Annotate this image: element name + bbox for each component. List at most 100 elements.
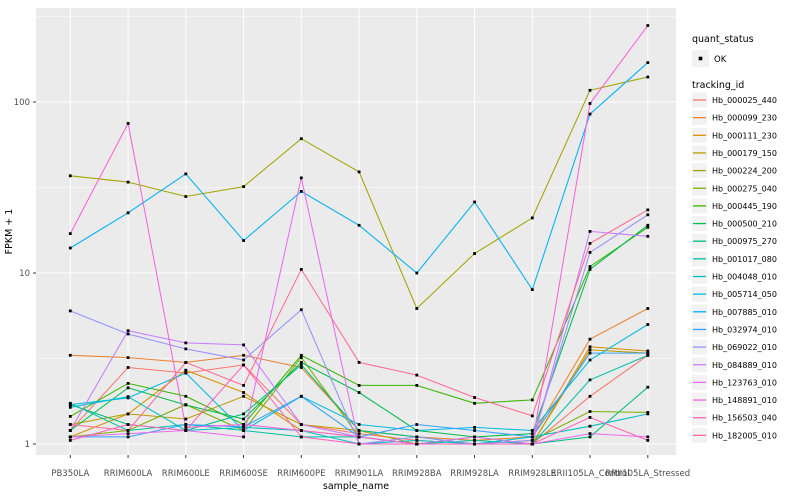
legend-label-Hb_005714_050: Hb_005714_050 (712, 290, 777, 299)
data-point (299, 361, 303, 364)
legend-label-Hb_182005_010: Hb_182005_010 (712, 431, 777, 440)
legend-label-Hb_000099_230: Hb_000099_230 (712, 114, 777, 123)
data-point (588, 345, 592, 349)
data-point (68, 405, 72, 409)
data-point (299, 353, 303, 357)
data-point (242, 423, 245, 426)
data-point (126, 423, 130, 426)
data-point (588, 424, 592, 428)
data-point (357, 361, 361, 364)
data-point (588, 268, 592, 271)
data-point (473, 426, 476, 429)
x-tick-label: PB350LA (51, 469, 89, 479)
legend-label-Hb_069022_010: Hb_069022_010 (712, 343, 777, 352)
data-point (242, 425, 245, 429)
data-point (184, 403, 188, 407)
data-point (415, 435, 419, 439)
data-point (242, 239, 245, 242)
x-tick-label: RRIM600PE (277, 469, 325, 479)
y-tick-label: 100 (14, 98, 30, 108)
data-point (646, 353, 650, 357)
data-point (68, 309, 72, 313)
data-point (126, 429, 130, 432)
data-point (357, 429, 361, 432)
data-point (530, 398, 534, 402)
data-point (126, 366, 130, 369)
data-point (646, 234, 650, 238)
data-point (530, 216, 534, 220)
x-tick-label: RRIM928BA (392, 469, 442, 479)
data-point (68, 423, 72, 426)
data-point (126, 329, 130, 333)
data-point (530, 288, 534, 291)
data-point (588, 230, 592, 233)
data-point (588, 378, 592, 382)
legend-label-Hb_156503_040: Hb_156503_040 (712, 414, 777, 423)
data-point (415, 439, 419, 442)
data-point (242, 353, 245, 357)
data-point (68, 435, 72, 439)
data-point (242, 394, 245, 398)
data-point (588, 416, 592, 419)
data-point (299, 429, 303, 432)
data-point (415, 307, 419, 310)
x-tick-label: RRIM600SE (219, 469, 268, 479)
x-tick-label: RRIM928LA (450, 469, 499, 479)
data-point (588, 435, 592, 439)
data-point (242, 185, 245, 188)
data-point (415, 442, 419, 446)
data-point (646, 208, 650, 212)
x-axis-title: sample_name (323, 481, 389, 492)
data-point (242, 384, 245, 387)
data-point (588, 242, 592, 245)
data-point (242, 412, 245, 416)
data-point (68, 246, 72, 250)
data-point (299, 356, 303, 359)
data-point (299, 190, 303, 193)
plot-panel (36, 8, 676, 455)
legend-label-Hb_000224_200: Hb_000224_200 (712, 167, 777, 176)
data-point (184, 429, 188, 432)
data-point (357, 423, 361, 426)
data-point (588, 410, 592, 413)
data-point (530, 435, 534, 439)
data-point (184, 172, 188, 176)
data-point (646, 435, 650, 439)
data-point (68, 439, 72, 442)
legend-label-Hb_007885_010: Hb_007885_010 (712, 308, 777, 317)
x-tick-label: RRIM600LE (162, 469, 210, 479)
data-point (473, 439, 476, 442)
data-point (299, 308, 303, 312)
data-point (126, 122, 130, 125)
legend-label-Hb_001017_080: Hb_001017_080 (712, 255, 777, 264)
data-point (126, 435, 130, 439)
data-point (646, 223, 650, 227)
legend-label-Hb_032974_010: Hb_032974_010 (712, 325, 777, 334)
data-point (299, 268, 303, 271)
data-point (357, 442, 361, 446)
data-point (184, 195, 188, 198)
x-tick-label: RRIM600LA (104, 469, 153, 479)
data-point (357, 432, 361, 435)
data-point (473, 401, 476, 405)
data-point (299, 176, 303, 180)
data-point (126, 332, 130, 336)
data-point (646, 351, 650, 355)
data-point (473, 442, 476, 446)
data-point (646, 75, 650, 79)
legend-label-Hb_123763_010: Hb_123763_010 (712, 378, 777, 387)
data-point (646, 411, 650, 414)
data-point (588, 358, 592, 362)
data-point (357, 384, 361, 387)
data-point (646, 385, 650, 389)
data-point (68, 174, 72, 178)
data-point (357, 223, 361, 227)
legend-label-Hb_148891_010: Hb_148891_010 (712, 396, 777, 405)
data-point (588, 394, 592, 398)
legend-label-Hb_084889_010: Hb_084889_010 (712, 361, 777, 370)
data-point (242, 363, 245, 367)
data-point (473, 252, 476, 255)
legend-title-tracking-id: tracking_id (692, 80, 744, 91)
